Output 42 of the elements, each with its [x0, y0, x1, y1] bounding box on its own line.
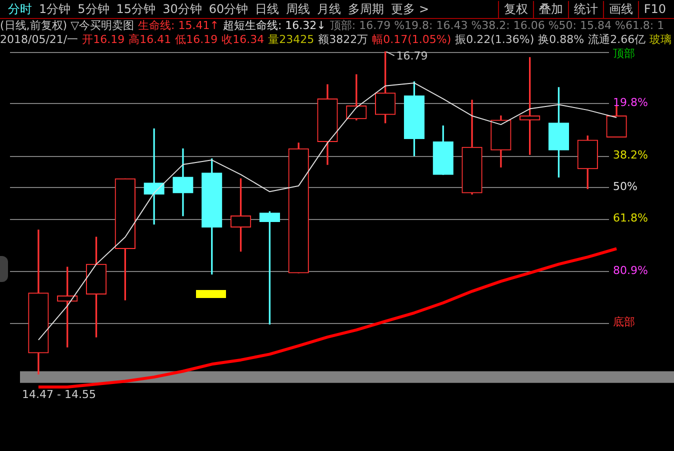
text: 50% — [613, 180, 638, 193]
text: 玻璃 — [650, 33, 672, 46]
text: 2018/05/21/一 — [0, 33, 78, 46]
text: 1分钟 — [39, 2, 71, 16]
text: 月线 — [317, 2, 342, 16]
text: 5分钟 — [78, 2, 110, 16]
text: 开16.19 — [82, 33, 125, 46]
text: 15分钟 — [116, 2, 156, 16]
text: 复权 — [498, 1, 533, 18]
text: (日线,前复权) ▽今买明卖图 — [0, 19, 134, 32]
text: 生命线: 15.41↑ — [138, 19, 219, 32]
text: 幅0.17(1.05%) — [372, 33, 452, 46]
candlestick — [144, 128, 164, 225]
ref-line-label: 顶部 — [613, 46, 635, 60]
text: 振0.22(1.36%) — [455, 33, 534, 46]
text: 60分钟 — [208, 2, 248, 16]
text: 38.2% — [613, 148, 648, 162]
text: 收16.34 — [222, 33, 264, 46]
annotation: 16.79 — [396, 50, 428, 63]
text: 高16.41 — [128, 33, 172, 46]
ref-line-label: 底部 — [613, 316, 635, 329]
text: 19.8% — [613, 96, 648, 109]
text: F10 — [638, 1, 671, 18]
text: 叠加 — [532, 1, 568, 18]
text: 更多 > — [391, 2, 429, 16]
text: 分时 — [8, 2, 32, 16]
text: 周线 — [286, 2, 310, 16]
band-label: 14.47 - 14.55 — [22, 388, 96, 402]
text: 统计 — [568, 1, 603, 18]
text: 80.9% — [613, 264, 648, 278]
text: 多周期 — [348, 2, 384, 16]
text: 日线 — [255, 2, 280, 16]
text: 量23425 — [268, 33, 314, 46]
text: 流通2.66亿 — [588, 33, 646, 46]
text: 顶部: 16.79 %19.8: 16.43 %38.2: 16.06 %50: 15.84 %61.8: 1 — [330, 19, 664, 32]
text: 低16.19 — [175, 33, 218, 46]
text: 30分钟 — [162, 2, 202, 16]
text: 超短生命线: 16.32↓ — [222, 19, 326, 32]
text: 换0.88% — [538, 33, 584, 46]
text: 额3822万 — [318, 33, 368, 46]
text: 画线 — [602, 1, 638, 18]
text: 61.8% — [613, 212, 648, 225]
